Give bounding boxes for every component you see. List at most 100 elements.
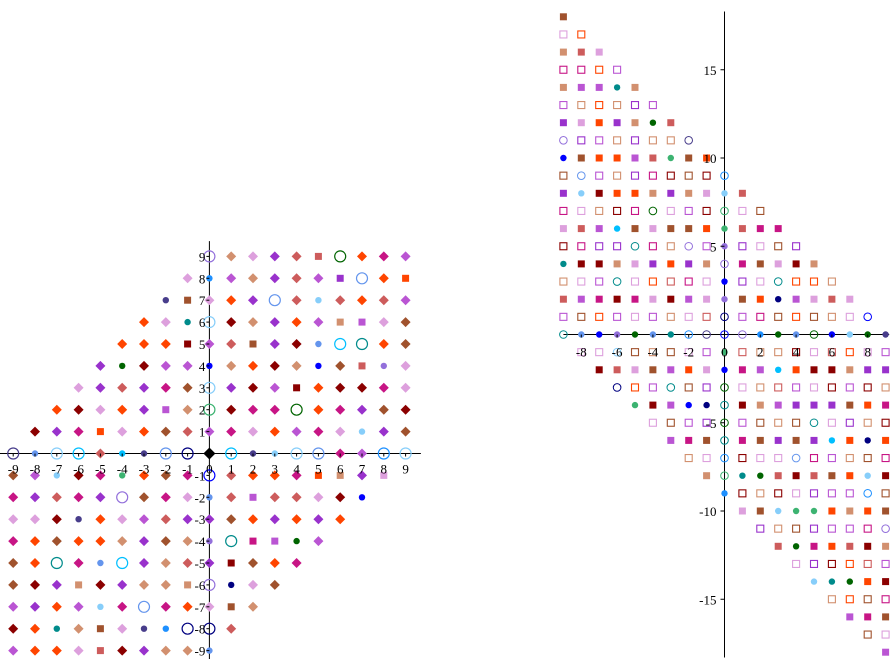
right-point-filled-square (774, 436, 782, 444)
right-point-open-square (559, 65, 568, 74)
right-point-filled-square (846, 295, 854, 303)
left-point-square (75, 581, 83, 589)
left-point-open-circle (203, 403, 216, 416)
right-point-filled-square (595, 260, 603, 268)
left-point-diamond (291, 558, 302, 568)
right-point-open-circle (720, 436, 729, 445)
left-point-diamond (248, 514, 258, 525)
left-point-diamond (73, 645, 84, 656)
right-point-open-circle (559, 330, 568, 339)
right-point-filled-square (828, 401, 836, 409)
left-x-tick-label: -4 (117, 462, 128, 477)
right-point-open-circle (720, 206, 729, 216)
left-point-diamond (269, 317, 280, 328)
right-point-open-square (577, 101, 586, 110)
right-point-filled-circle (775, 366, 782, 373)
left-point-square (271, 537, 279, 545)
left-point-open-circle (225, 534, 238, 548)
left-point-diamond (269, 426, 280, 437)
right-point-open-square (827, 489, 836, 498)
left-point-diamond (160, 382, 171, 393)
right-point-filled-square (613, 154, 621, 162)
left-point-open-circle (290, 403, 303, 416)
right-point-open-square (809, 348, 819, 357)
left-point-open-circle (334, 250, 347, 263)
left-point-diamond (182, 273, 193, 284)
right-point-open-square (809, 453, 819, 463)
right-point-open-circle (684, 241, 694, 251)
left-point-diamond (313, 536, 324, 547)
right-point-open-square (595, 171, 604, 180)
right-point-filled-square (595, 154, 603, 162)
left-point-diamond (335, 492, 346, 503)
left-point-diamond (357, 382, 367, 393)
right-x-tick-label: 6 (829, 345, 836, 360)
right-point-open-square (845, 453, 854, 463)
left-point-diamond (335, 514, 346, 525)
left-point-diamond (95, 382, 106, 393)
left-y-tick-label: -5 (195, 556, 206, 571)
left-point-diamond (226, 339, 237, 349)
right-point-open-square (792, 312, 801, 321)
left-point-diamond (357, 251, 367, 262)
right-point-open-square (881, 453, 890, 463)
right-point-filled-square (577, 295, 585, 303)
left-point-diamond (139, 339, 149, 349)
left-point-diamond (117, 601, 128, 612)
right-point-open-circle (612, 347, 622, 357)
right-point-filled-square (738, 366, 746, 374)
right-point-filled-square (774, 472, 782, 480)
left-point-square (162, 406, 170, 414)
right-point-filled-square (613, 295, 621, 303)
left-point-diamond (30, 579, 40, 590)
right-x-tick-label: -4 (647, 345, 658, 360)
left-point-diamond (95, 536, 106, 547)
right-point-filled-circle (792, 543, 800, 550)
left-point-filled-circle (75, 516, 82, 523)
right-point-filled-square (810, 295, 818, 303)
right-point-filled-square (577, 119, 585, 127)
left-point-filled-circle (162, 625, 169, 632)
right-point-filled-square (685, 154, 693, 162)
right-point-open-square (559, 101, 568, 110)
right-point-filled-circle (649, 119, 657, 126)
left-point-diamond (160, 317, 171, 328)
right-point-open-square (577, 312, 586, 321)
right-point-filled-square (703, 366, 711, 374)
left-point-diamond (30, 470, 40, 481)
left-point-diamond (291, 295, 302, 306)
left-point-diamond (160, 470, 171, 481)
left-point-square (96, 647, 104, 655)
right-point-filled-square (828, 295, 836, 303)
right-point-open-square (630, 136, 640, 145)
right-point-filled-circle (721, 296, 728, 303)
left-point-diamond (73, 382, 84, 393)
left-point-filled-circle (184, 318, 191, 326)
right-point-open-square (881, 489, 890, 498)
left-point-diamond (335, 382, 346, 393)
right-point-filled-circle (703, 401, 710, 409)
left-point-square (358, 362, 366, 370)
left-point-open-circle (181, 622, 194, 635)
right-point-open-circle (684, 330, 694, 339)
right-point-open-square (827, 418, 836, 427)
right-point-filled-square (631, 225, 639, 233)
right-point-open-circle (881, 524, 890, 533)
right-point-filled-square (882, 472, 890, 480)
left-point-filled-circle (358, 428, 366, 435)
right-point-open-square (881, 559, 890, 569)
right-point-filled-circle (775, 296, 782, 303)
right-point-open-square (630, 277, 640, 286)
left-point-diamond (269, 404, 280, 415)
right-point-open-square (613, 136, 622, 145)
right-point-filled-circle (596, 331, 603, 338)
right-point-filled-square (864, 401, 872, 409)
right-point-open-square (863, 453, 872, 463)
right-point-filled-circle (685, 401, 692, 409)
right-point-filled-square (667, 401, 675, 409)
right-point-open-square (774, 418, 783, 427)
left-point-diamond (95, 579, 106, 590)
right-point-filled-square (792, 472, 800, 480)
left-point-diamond (73, 426, 84, 437)
right-point-filled-square (828, 542, 836, 550)
